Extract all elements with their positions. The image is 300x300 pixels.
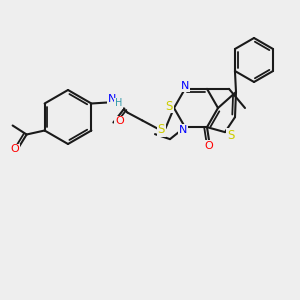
Text: N: N <box>181 81 189 91</box>
Text: N: N <box>179 125 187 135</box>
Text: O: O <box>115 116 124 127</box>
Text: S: S <box>158 123 165 136</box>
Text: S: S <box>165 100 173 112</box>
Text: N: N <box>108 94 117 104</box>
Text: O: O <box>205 141 213 151</box>
Text: O: O <box>10 145 19 154</box>
Text: S: S <box>227 129 235 142</box>
Text: H: H <box>115 98 122 109</box>
